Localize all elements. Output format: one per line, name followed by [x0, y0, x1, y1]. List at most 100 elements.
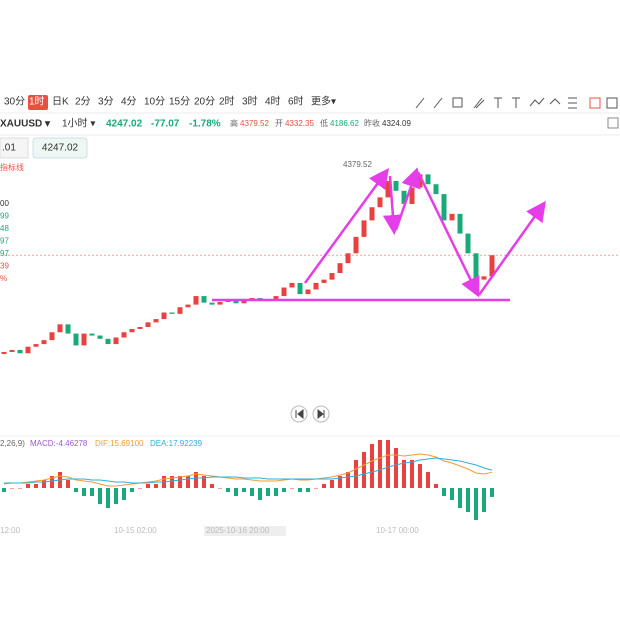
- indicator-value: 00: [0, 199, 9, 208]
- candle: [145, 322, 151, 327]
- candle: [57, 324, 63, 333]
- candle: [297, 282, 303, 295]
- macd-bar: [402, 460, 406, 488]
- input-value: .01: [2, 143, 16, 154]
- macd-bar: [170, 476, 174, 488]
- macd-bar: [210, 484, 214, 488]
- macd-bar: [266, 488, 270, 496]
- candle: [409, 187, 415, 204]
- macd-bar: [354, 460, 358, 488]
- period-tab[interactable]: 1时: [29, 96, 45, 108]
- candle: [449, 213, 455, 221]
- candle: [345, 253, 351, 264]
- candle: [321, 279, 327, 283]
- candle: [353, 236, 359, 254]
- x-axis-label: 2025-10-16 20:00: [206, 526, 270, 535]
- candle: [41, 340, 47, 345]
- candle: [17, 350, 23, 354]
- macd-bar: [410, 460, 414, 488]
- macd-bar: [474, 488, 478, 520]
- macd-bar: [450, 488, 454, 500]
- indicator-label: 指标线: [0, 162, 24, 172]
- interval[interactable]: 1小时 ▾: [62, 118, 95, 130]
- open: 4332.35: [285, 119, 314, 128]
- macd-bar: [386, 440, 390, 488]
- change-pct: -1.78%: [189, 119, 221, 130]
- panel: [0, 90, 620, 535]
- period-tab[interactable]: 10分: [144, 96, 165, 108]
- open-label: 开: [275, 119, 283, 128]
- candle: [49, 332, 55, 341]
- candle: [177, 307, 183, 314]
- candle: [249, 298, 255, 300]
- candle: [273, 296, 279, 300]
- period-tab[interactable]: 2时: [219, 96, 235, 108]
- macd-bar: [106, 488, 110, 508]
- indicator-value: 99: [0, 212, 9, 221]
- period-tab[interactable]: 3分: [98, 96, 114, 108]
- candle: [1, 351, 7, 354]
- x-axis-label: 10-15 02:00: [114, 526, 157, 535]
- macd-bar: [82, 488, 86, 496]
- indicator-value: %: [0, 274, 7, 283]
- macd-bar: [346, 472, 350, 488]
- candle: [73, 333, 79, 346]
- macd-bar: [42, 480, 46, 488]
- macd-bar: [242, 488, 246, 492]
- candle: [401, 190, 407, 204]
- dif-line: [3, 453, 493, 487]
- low-label: 低: [320, 118, 328, 128]
- macd-bar: [434, 484, 438, 488]
- macd-bar: [458, 488, 462, 508]
- candle: [9, 350, 15, 352]
- candle: [489, 255, 495, 277]
- macd-bar: [490, 488, 494, 497]
- macd-bar: [234, 488, 238, 496]
- macd-bar: [186, 476, 190, 488]
- candle: [369, 207, 375, 221]
- price-box-label: 4247.02: [42, 143, 79, 154]
- candle: [305, 289, 311, 295]
- candle: [81, 333, 87, 346]
- macd-bar: [226, 488, 230, 492]
- macd-bar: [194, 472, 198, 488]
- high-label: 高: [230, 118, 238, 128]
- period-tab[interactable]: 4时: [265, 96, 281, 108]
- price-box[interactable]: [32, 137, 88, 159]
- symbol[interactable]: XAUUSD ▾: [0, 119, 51, 130]
- toolbar-icons: [415, 97, 619, 129]
- period-tab[interactable]: 日K: [52, 97, 69, 108]
- period-tab[interactable]: 更多▾: [311, 95, 336, 108]
- macd-bar: [98, 488, 102, 504]
- input-box[interactable]: [0, 137, 29, 159]
- macd-bar: [18, 488, 22, 489]
- period-tab[interactable]: 4分: [121, 96, 137, 108]
- macd-bar: [130, 488, 134, 492]
- period-tab[interactable]: 6时: [288, 96, 304, 108]
- candle: [113, 337, 119, 345]
- candle: [137, 326, 143, 329]
- candle: [89, 333, 95, 336]
- macd-bar: [122, 488, 126, 500]
- period-tab[interactable]: 2分: [75, 96, 91, 108]
- candle: [361, 220, 367, 237]
- prev-label: 昨收: [364, 118, 380, 128]
- period-tab[interactable]: 30分: [4, 96, 25, 108]
- nav-buttons: [290, 405, 330, 423]
- period-tab[interactable]: 3时: [242, 96, 258, 108]
- macd-bar: [154, 484, 158, 488]
- period-tab[interactable]: 20分: [194, 96, 215, 108]
- macd-bar: [258, 488, 262, 500]
- candle: [281, 287, 287, 297]
- macd-bar: [218, 488, 222, 489]
- macd-bar: [250, 488, 254, 496]
- candle: [193, 296, 199, 305]
- candle: [473, 253, 479, 280]
- candle: [289, 282, 295, 288]
- candle: [33, 344, 39, 347]
- macd-bar: [306, 488, 310, 492]
- period-tab[interactable]: 15分: [169, 96, 190, 108]
- candle: [393, 180, 399, 191]
- candle: [169, 312, 175, 314]
